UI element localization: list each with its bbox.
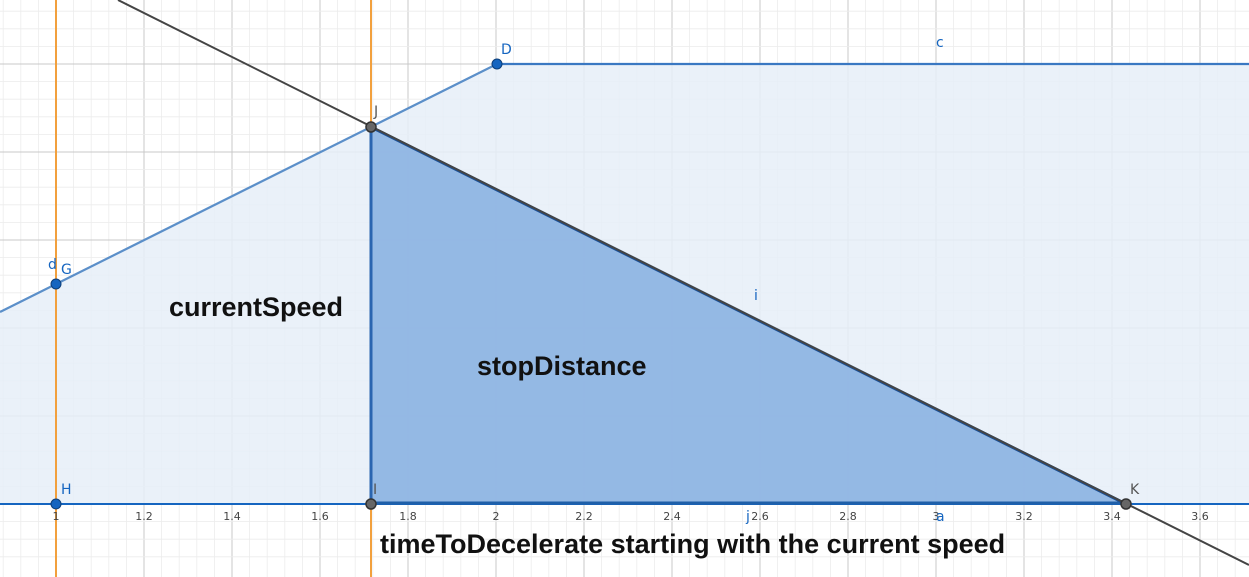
- x-tick-label: 3.2: [1015, 510, 1033, 523]
- point-D[interactable]: [491, 58, 503, 70]
- annotation-stop-distance: stopDistance: [477, 351, 647, 381]
- label-a: a: [936, 509, 945, 525]
- x-axis-tick-labels: 1 1.2 1.4 1.6 1.8 2 2.2 2.4 2.6 2.8 3 3.2 3.4 3.6: [53, 510, 1209, 523]
- label-D: D: [501, 42, 512, 58]
- x-tick-label: 2.4: [663, 510, 681, 523]
- x-tick-label: 1.4: [223, 510, 241, 523]
- x-tick-label: 3.4: [1103, 510, 1121, 523]
- annotation-time-to-decelerate: timeToDecelerate starting with the curre…: [380, 529, 1005, 559]
- label-K: K: [1130, 482, 1140, 498]
- label-I: I: [373, 482, 377, 498]
- x-tick-label: 3: [933, 510, 940, 523]
- acceleration-line[interactable]: [0, 63, 498, 313]
- annotation-current-speed: currentSpeed: [169, 292, 343, 322]
- label-i: i: [754, 288, 758, 304]
- x-tick-label: 2.8: [839, 510, 857, 523]
- x-tick-label: 2.6: [751, 510, 769, 523]
- x-tick-label: 3.6: [1191, 510, 1209, 523]
- label-G: G: [61, 262, 72, 278]
- label-d: d: [48, 257, 57, 273]
- x-tick-label: 1.2: [135, 510, 153, 523]
- point-K[interactable]: [1120, 498, 1132, 510]
- x-tick-label: 1.6: [311, 510, 329, 523]
- label-c: c: [936, 35, 944, 51]
- label-H: H: [61, 482, 72, 498]
- label-j: j: [745, 509, 750, 525]
- x-tick-label: 1.8: [399, 510, 417, 523]
- black-line[interactable]: [117, 0, 1249, 566]
- point-G[interactable]: [50, 278, 62, 290]
- x-tick-label: 1: [53, 510, 60, 523]
- x-tick-label: 2: [493, 510, 500, 523]
- point-H[interactable]: [50, 498, 62, 510]
- x-tick-label: 2.2: [575, 510, 593, 523]
- point-I[interactable]: [365, 498, 377, 510]
- point-J[interactable]: [365, 121, 377, 133]
- label-J: J: [373, 104, 378, 120]
